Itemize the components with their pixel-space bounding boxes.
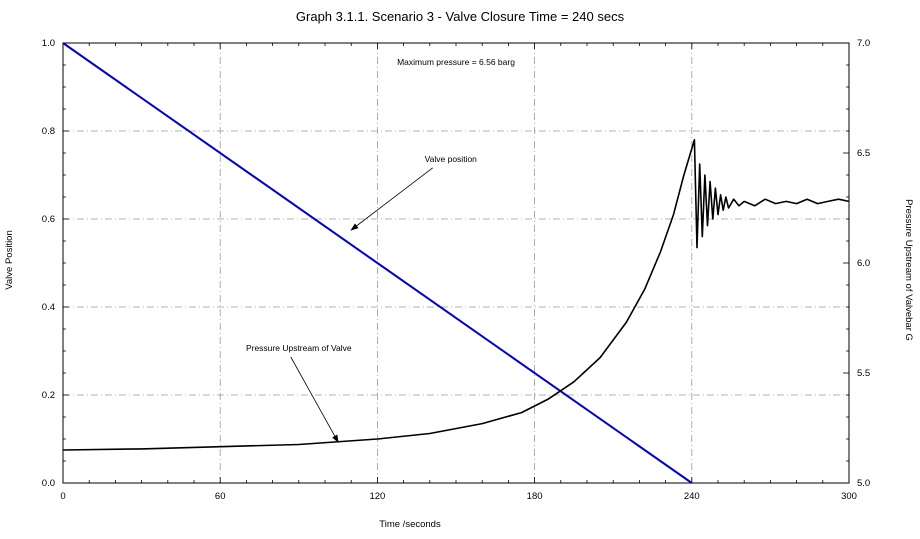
annotation-label: Pressure Upstream of Valve <box>246 343 352 353</box>
annotations: Maximum pressure = 6.56 barg Valve positi… <box>246 57 515 443</box>
y2-axis-label: Pressure Upstream of Valvebar G <box>903 199 914 341</box>
x-tick-label: 60 <box>215 491 226 502</box>
y-tick-label: 1.0 <box>42 38 55 49</box>
grid <box>63 42 849 483</box>
annotation-arrow <box>350 167 434 231</box>
series-layer <box>62 42 850 484</box>
annotation-arrow <box>290 356 339 443</box>
x-axis-label: Time /seconds <box>379 519 441 530</box>
y2-tick-label: 5.0 <box>857 478 870 489</box>
valve-position-line <box>62 42 693 484</box>
tick-labels: 0 60 120 180 240 300 0.0 0.2 0.4 0.6 0.8 1.0 5.0 5.5 6… <box>42 38 870 502</box>
x-tick-label: 300 <box>841 491 857 502</box>
y-tick-label: 0.6 <box>42 214 55 225</box>
y-tick-label: 0.8 <box>42 126 55 137</box>
x-tick-label: 180 <box>527 491 543 502</box>
x-tick-label: 240 <box>684 491 700 502</box>
plot-area-frame <box>62 42 850 484</box>
y-tick-label: 0.0 <box>42 478 55 489</box>
annotation-label: Maximum pressure = 6.56 barg <box>397 57 515 67</box>
y2-tick-label: 7.0 <box>857 38 870 49</box>
y2-tick-label: 6.5 <box>857 148 870 159</box>
y-tick-label: 0.4 <box>42 302 55 313</box>
x-tick-label: 0 <box>60 491 65 502</box>
x-tick-label: 120 <box>369 491 385 502</box>
y2-tick-label: 6.0 <box>857 258 870 269</box>
annotation-label: Valve position <box>425 154 478 164</box>
y-tick-label: 0.2 <box>42 390 55 401</box>
pressure-line <box>62 139 850 451</box>
chart-title: Graph 3.1.1. Scenario 3 - Valve Closure … <box>296 9 625 24</box>
y2-tick-label: 5.5 <box>857 368 870 379</box>
y-axis-label: Valve Position <box>4 230 15 290</box>
axis-ticks <box>62 42 850 484</box>
